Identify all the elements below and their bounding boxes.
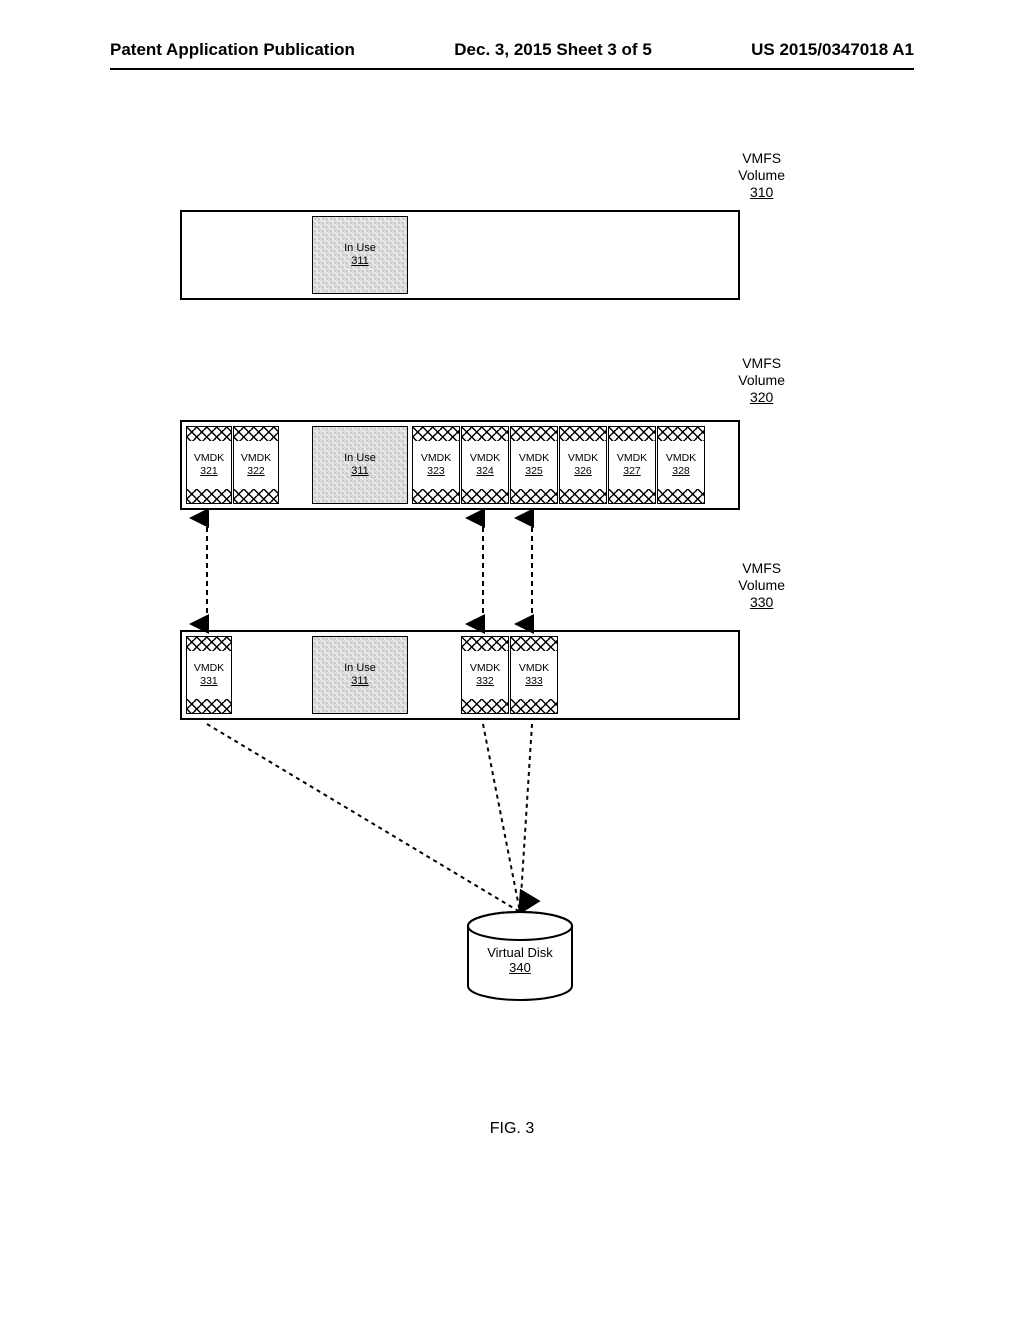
- arrows-320-330: [180, 512, 740, 630]
- vmdk-325: VMDK325: [510, 426, 558, 504]
- volume-text: Volume: [738, 577, 785, 593]
- vmdk-322: VMDK322: [233, 426, 279, 504]
- vmfs-volume-320: VMDK321 VMDK322 In Use 311 VMDK323 VMDK3…: [180, 420, 740, 510]
- inuse-label: In Use: [344, 242, 376, 255]
- vmdk-327: VMDK327: [608, 426, 656, 504]
- volume-text: Volume: [738, 167, 785, 183]
- inuse-label: In Use: [344, 452, 376, 465]
- vmfs-volume-310: In Use 311: [180, 210, 740, 300]
- vmfs-volume-330: VMDK331 In Use 311 VMDK332 VMDK333: [180, 630, 740, 720]
- header-center: Dec. 3, 2015 Sheet 3 of 5: [454, 40, 652, 60]
- vmdk-324: VMDK324: [461, 426, 509, 504]
- vmdk-331: VMDK331: [186, 636, 232, 714]
- page-header: Patent Application Publication Dec. 3, 2…: [0, 40, 1024, 60]
- vmdk-321: VMDK321: [186, 426, 232, 504]
- inuse-ref: 311: [351, 255, 369, 268]
- ref-310: 310: [750, 184, 773, 200]
- inuse-block-310: In Use 311: [312, 216, 408, 294]
- vmdk-332: VMDK332: [461, 636, 509, 714]
- virtual-disk-label: Virtual Disk 340: [460, 945, 580, 975]
- ref-330: 330: [750, 594, 773, 610]
- arrows-330-to-disk: [180, 722, 740, 932]
- inuse-ref: 311: [351, 465, 369, 478]
- vmfs-310-label: VMFS Volume 310: [738, 150, 785, 200]
- volume-text: Volume: [738, 372, 785, 388]
- header-right: US 2015/0347018 A1: [751, 40, 914, 60]
- inuse-block-330: In Use 311: [312, 636, 408, 714]
- ref-320: 320: [750, 389, 773, 405]
- vmfs-text: VMFS: [742, 560, 781, 576]
- vmdk-323: VMDK323: [412, 426, 460, 504]
- virtual-disk-text: Virtual Disk: [487, 945, 553, 960]
- header-rule: [110, 68, 914, 70]
- virtual-disk-ref: 340: [509, 960, 531, 975]
- vmdk-328: VMDK328: [657, 426, 705, 504]
- inuse-label: In Use: [344, 662, 376, 675]
- vmfs-text: VMFS: [742, 150, 781, 166]
- inuse-block-320: In Use 311: [312, 426, 408, 504]
- vmfs-text: VMFS: [742, 355, 781, 371]
- vmfs-320-label: VMFS Volume 320: [738, 355, 785, 405]
- vmdk-333: VMDK333: [510, 636, 558, 714]
- vmdk-326: VMDK326: [559, 426, 607, 504]
- inuse-ref: 311: [351, 675, 369, 688]
- vmfs-330-label: VMFS Volume 330: [738, 560, 785, 610]
- figure-label: FIG. 3: [0, 1120, 1024, 1138]
- header-left: Patent Application Publication: [110, 40, 355, 60]
